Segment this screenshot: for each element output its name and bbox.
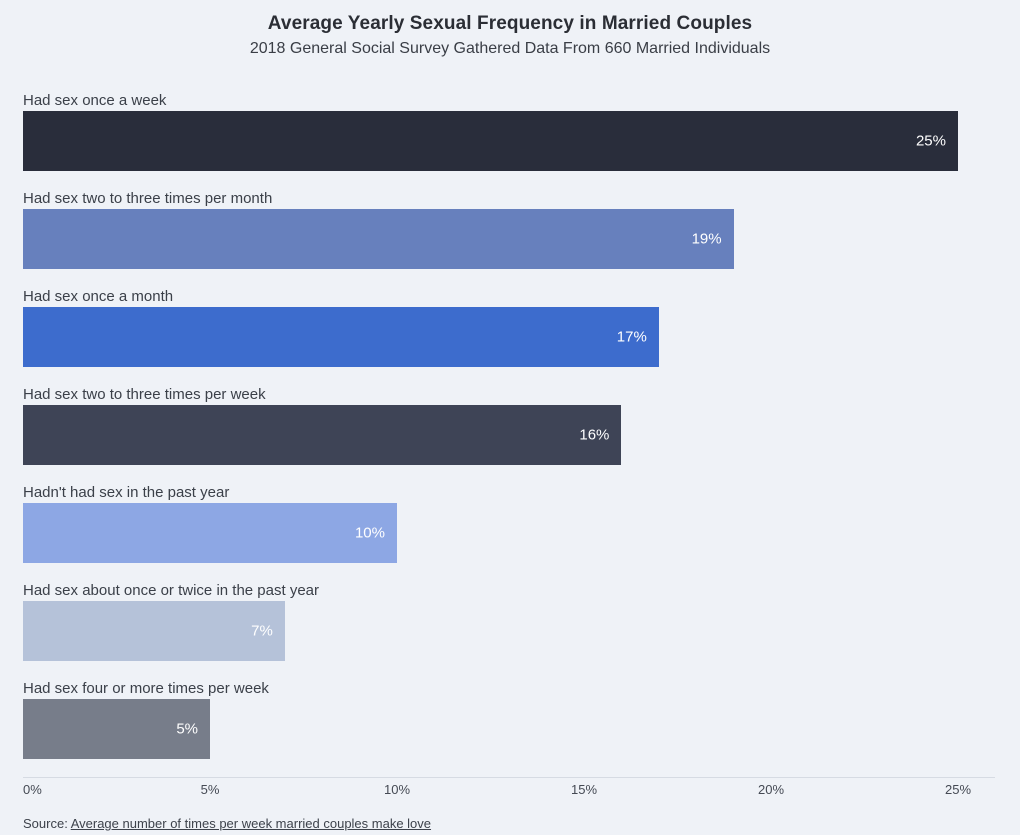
category-label: Hadn't had sex in the past year — [23, 484, 230, 501]
bar-row: Had sex two to three times per week 16% — [23, 385, 995, 465]
category-label: Had sex about once or twice in the past … — [23, 582, 320, 599]
chart-title: Average Yearly Sexual Frequency in Marri… — [267, 13, 753, 34]
x-axis: 0% 5% 10% 15% 20% 25% — [23, 777, 995, 800]
x-tick-label: 0% — [23, 782, 42, 797]
x-tick-label: 5% — [200, 782, 220, 797]
bar: 25% — [23, 111, 958, 171]
value-label: 5% — [176, 720, 198, 738]
x-axis-line — [23, 777, 995, 778]
x-tick-label: 10% — [383, 782, 411, 797]
bar-chart: Had sex once a week 25% Had sex two to thr… — [23, 91, 995, 800]
x-tick-label: 25% — [944, 782, 972, 797]
bar-row: Had sex about once or twice in the past … — [23, 581, 995, 661]
category-label: Had sex once a week — [23, 92, 167, 109]
bar-row: Had sex once a week 25% — [23, 91, 995, 171]
value-label: 10% — [354, 524, 385, 542]
value-label: 19% — [691, 230, 722, 248]
value-label: 7% — [251, 622, 273, 640]
category-label: Had sex once a month — [23, 288, 174, 305]
category-label: Had sex two to three times per month — [23, 190, 273, 207]
x-axis-ticks: 0% 5% 10% 15% 20% 25% — [23, 778, 995, 800]
value-label: 25% — [915, 132, 946, 150]
bar: 16% — [23, 405, 622, 465]
x-tick-label: 15% — [570, 782, 598, 797]
bar-row: Hadn't had sex in the past year 10% — [23, 483, 995, 563]
bar-rows: Had sex once a week 25% Had sex two to thr… — [23, 91, 995, 759]
source-note: Source: Average number of times per week… — [23, 816, 1020, 831]
source-prefix: Source: — [23, 816, 71, 831]
chart-subtitle: 2018 General Social Survey Gathered Data… — [249, 40, 771, 57]
bar: 7% — [23, 601, 285, 661]
value-label: 16% — [579, 426, 610, 444]
category-label: Had sex four or more times per week — [23, 680, 269, 697]
bar-row: Had sex two to three times per month 19% — [23, 189, 995, 269]
bar: 19% — [23, 209, 734, 269]
bar: 5% — [23, 699, 210, 759]
bar: 10% — [23, 503, 397, 563]
value-label: 17% — [616, 328, 647, 346]
category-label: Had sex two to three times per week — [23, 386, 266, 403]
chart-header: Average Yearly Sexual Frequency in Marri… — [0, 0, 1020, 59]
bar-row: Had sex once a month 17% — [23, 287, 995, 367]
x-tick-label: 20% — [757, 782, 785, 797]
bar-row: Had sex four or more times per week 5% — [23, 679, 995, 759]
bar: 17% — [23, 307, 659, 367]
source-link[interactable]: Average number of times per week married… — [70, 816, 432, 831]
